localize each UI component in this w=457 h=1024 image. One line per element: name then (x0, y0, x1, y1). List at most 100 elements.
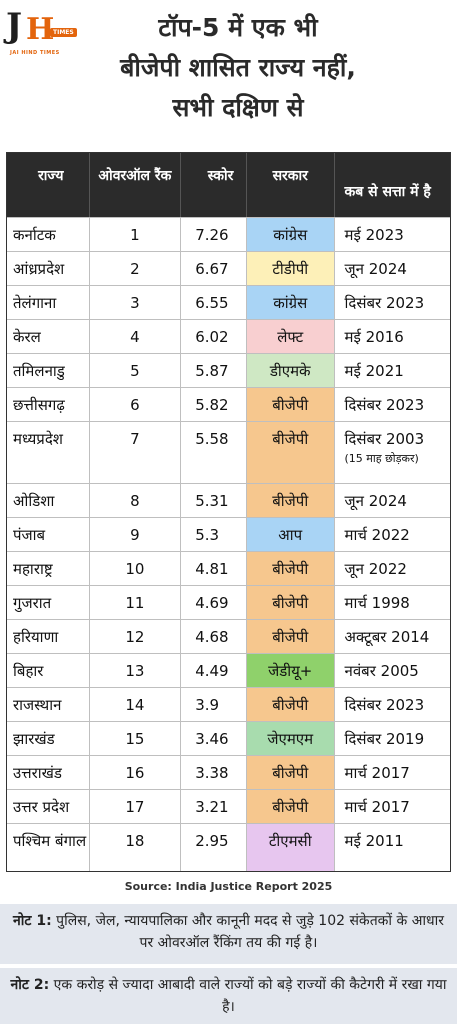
cell-score: 6.55 (181, 286, 247, 319)
cell-govt: आप (246, 518, 335, 551)
cell-since: नवंबर 2005 (335, 654, 450, 687)
header-state: राज्य (7, 153, 90, 217)
cell-govt: टीएमसी (246, 824, 335, 871)
cell-rank: 9 (90, 518, 182, 551)
note-1: नोट 1: पुलिस, जेल, न्यायपालिका और कानूनी… (0, 904, 457, 964)
note-1-text: पुलिस, जेल, न्यायपालिका और कानूनी मदद से… (56, 913, 444, 951)
note-2-label: नोट 2: (10, 977, 50, 993)
cell-since: जून 2024 (335, 484, 450, 517)
cell-rank: 14 (90, 688, 182, 721)
cell-govt: जेडीयू+ (246, 654, 335, 687)
table-header: राज्य ओवरऑल रैंक स्कोर सरकार कब से सत्ता… (7, 153, 450, 217)
cell-rank: 7 (90, 422, 182, 483)
cell-state: आंध्रप्रदेश (7, 252, 90, 285)
since-date: मई 2023 (344, 226, 404, 244)
table-row: उत्तर प्रदेश 17 3.21 बीजेपी मार्च 2017 (7, 789, 450, 823)
cell-score: 5.87 (181, 354, 247, 387)
since-date: मार्च 2022 (344, 526, 410, 544)
cell-since: जून 2022 (335, 552, 450, 585)
cell-score: 5.31 (181, 484, 247, 517)
since-date: मई 2011 (344, 832, 404, 850)
cell-govt: बीजेपी (246, 552, 335, 585)
cell-state: तेलंगाना (7, 286, 90, 319)
table-row: महाराष्ट्र 10 4.81 बीजेपी जून 2022 (7, 551, 450, 585)
cell-state: पश्चिम बंगाल (7, 824, 90, 871)
cell-rank: 18 (90, 824, 182, 871)
cell-since: मई 2021 (335, 354, 450, 387)
since-date: मार्च 2017 (344, 764, 410, 782)
cell-state: तमिलनाडु (7, 354, 90, 387)
cell-govt: टीडीपी (246, 252, 335, 285)
cell-score: 4.81 (181, 552, 247, 585)
cell-govt: बीजेपी (246, 620, 335, 653)
table-row: आंध्रप्रदेश 2 6.67 टीडीपी जून 2024 (7, 251, 450, 285)
cell-state: महाराष्ट्र (7, 552, 90, 585)
cell-rank: 6 (90, 388, 182, 421)
cell-govt: बीजेपी (246, 756, 335, 789)
table-row: पंजाब 9 5.3 आप मार्च 2022 (7, 517, 450, 551)
cell-govt: लेफ्ट (246, 320, 335, 353)
cell-state: ओडिशा (7, 484, 90, 517)
cell-govt: बीजेपी (246, 586, 335, 619)
cell-score: 2.95 (181, 824, 247, 871)
cell-govt: बीजेपी (246, 422, 335, 483)
cell-state: उत्तर प्रदेश (7, 790, 90, 823)
table-row: हरियाणा 12 4.68 बीजेपी अक्टूबर 2014 (7, 619, 450, 653)
cell-govt: डीएमके (246, 354, 335, 387)
cell-since: मई 2023 (335, 218, 450, 251)
cell-score: 6.67 (181, 252, 247, 285)
cell-since: दिसंबर 2023 (335, 286, 450, 319)
header-since: कब से सत्ता में है (344, 184, 431, 200)
cell-since: दिसंबर 2023 (335, 388, 450, 421)
ranking-table: राज्य ओवरऑल रैंक स्कोर सरकार कब से सत्ता… (6, 152, 451, 872)
table-row: कर्नाटक 1 7.26 कांग्रेस मई 2023 (7, 217, 450, 251)
cell-rank: 8 (90, 484, 182, 517)
cell-state: कर्नाटक (7, 218, 90, 251)
table-row: राजस्थान 14 3.9 बीजेपी दिसंबर 2023 (7, 687, 450, 721)
cell-govt: बीजेपी (246, 688, 335, 721)
since-date: दिसंबर 2023 (344, 696, 425, 714)
table-row: तमिलनाडु 5 5.87 डीएमके मई 2021 (7, 353, 450, 387)
cell-rank: 15 (90, 722, 182, 755)
brand-logo: J H TIMES JAI HIND TIMES (4, 4, 82, 58)
table-row: बिहार 13 4.49 जेडीयू+ नवंबर 2005 (7, 653, 450, 687)
since-date: मार्च 1998 (344, 594, 410, 612)
table-row: मध्यप्रदेश 7 5.58 बीजेपी दिसंबर 2003 (15 माह … (7, 421, 450, 483)
since-date: अक्टूबर 2014 (344, 628, 430, 646)
cell-rank: 10 (90, 552, 182, 585)
table-row: पश्चिम बंगाल 18 2.95 टीएमसी मई 2011 (7, 823, 450, 871)
cell-score: 4.69 (181, 586, 247, 619)
cell-since: जून 2024 (335, 252, 450, 285)
table-row: तेलंगाना 3 6.55 कांग्रेस दिसंबर 2023 (7, 285, 450, 319)
table-row: गुजरात 11 4.69 बीजेपी मार्च 1998 (7, 585, 450, 619)
cell-score: 4.68 (181, 620, 247, 653)
cell-state: झारखंड (7, 722, 90, 755)
cell-rank: 5 (90, 354, 182, 387)
cell-rank: 11 (90, 586, 182, 619)
cell-rank: 13 (90, 654, 182, 687)
cell-state: उत्तराखंड (7, 756, 90, 789)
cell-rank: 17 (90, 790, 182, 823)
since-date: जून 2022 (344, 560, 407, 578)
cell-rank: 3 (90, 286, 182, 319)
since-date: जून 2024 (344, 260, 407, 278)
cell-since: दिसंबर 2019 (335, 722, 450, 755)
cell-govt: बीजेपी (246, 484, 335, 517)
logo-mark: J H (4, 4, 54, 52)
cell-state: गुजरात (7, 586, 90, 619)
note-2: नोट 2: एक करोड़ से ज्यादा आबादी वाले राज… (0, 968, 457, 1024)
header-score: स्कोर (181, 153, 247, 217)
cell-govt: कांग्रेस (246, 286, 335, 319)
since-note: (15 माह छोड़कर) (344, 452, 419, 465)
cell-score: 5.82 (181, 388, 247, 421)
cell-state: हरियाणा (7, 620, 90, 653)
cell-rank: 1 (90, 218, 182, 251)
cell-rank: 2 (90, 252, 182, 285)
note-2-text: एक करोड़ से ज्यादा आबादी वाले राज्यों को… (53, 977, 447, 1015)
cell-score: 6.02 (181, 320, 247, 353)
cell-state: मध्यप्रदेश (7, 422, 90, 483)
cell-since: अक्टूबर 2014 (335, 620, 450, 653)
since-date: दिसंबर 2019 (344, 730, 425, 748)
header-govt: सरकार (247, 153, 335, 217)
title-line-2: बीजेपी शासित राज्य नहीं, (120, 53, 356, 82)
